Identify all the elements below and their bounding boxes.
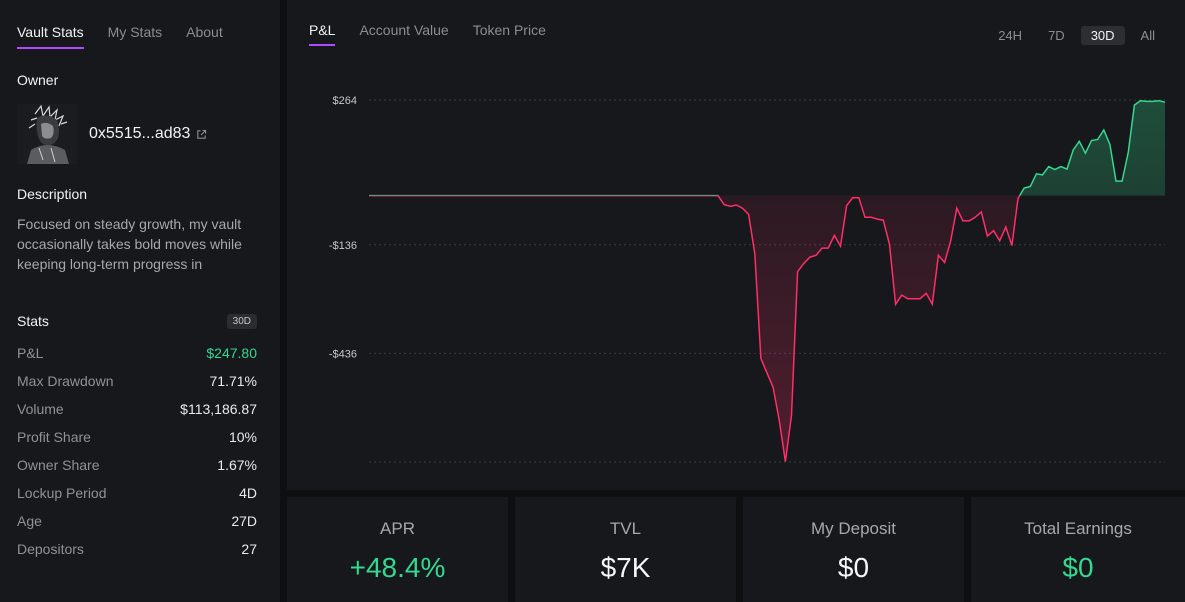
stat-value: 4D (239, 485, 257, 501)
avatar-illustration (17, 104, 77, 164)
pnl-line-negative (369, 195, 1021, 462)
tab-token-price[interactable]: Token Price (472, 22, 546, 38)
owner-heading: Owner (17, 72, 59, 88)
avatar (17, 104, 77, 164)
stat-row-age: Age 27D (17, 513, 257, 529)
tab-account-value[interactable]: Account Value (359, 22, 449, 38)
description-heading: Description (17, 186, 88, 202)
external-link-icon[interactable] (196, 129, 207, 140)
total-earnings-card: Total Earnings $0 (971, 497, 1185, 602)
stat-row-max-drawdown: Max Drawdown 71.71% (17, 373, 257, 389)
description-text: Focused on steady growth, my vault occas… (17, 216, 242, 272)
negative-area (369, 195, 1165, 462)
vault-sidebar: Vault Stats My Stats About Owner 0x5515.… (0, 0, 280, 602)
stat-label: Owner Share (17, 457, 100, 473)
tvl-card: TVL $7K (515, 497, 736, 602)
stats-header: Stats 30D (17, 313, 257, 329)
stat-value: 27 (241, 541, 257, 557)
tab-pnl[interactable]: P&L (309, 22, 336, 46)
card-label: TVL (609, 519, 642, 538)
card-value: $7K (600, 552, 651, 583)
pnl-chart: $264 -$136 -$436 (329, 95, 1166, 463)
owner-address: 0x5515...ad83 (89, 125, 191, 142)
range-all[interactable]: All (1140, 28, 1155, 43)
stat-value: $113,186.87 (180, 401, 257, 417)
stat-label: Max Drawdown (17, 373, 114, 389)
range-30d[interactable]: 30D (1080, 26, 1125, 45)
my-deposit-card: My Deposit $0 (743, 497, 964, 602)
sidebar-tabs: Vault Stats My Stats About (17, 24, 247, 49)
apr-card: APR +48.4% (287, 497, 508, 602)
tab-my-stats[interactable]: My Stats (107, 24, 163, 40)
card-label: My Deposit (810, 519, 897, 538)
stat-value: 1.67% (217, 457, 257, 473)
owner-row: 0x5515...ad83 (17, 104, 207, 164)
stat-row-owner-share: Owner Share 1.67% (17, 457, 257, 473)
stat-row-pnl: P&L $247.80 (17, 345, 257, 361)
stats-heading: Stats (17, 313, 49, 329)
stat-label: Age (17, 513, 42, 529)
time-range-selector: 24H 7D 30D All (988, 26, 1165, 45)
positive-area (1019, 100, 1165, 196)
stat-value: 27D (231, 513, 257, 529)
pnl-line-positive (369, 99, 1166, 196)
y-axis-ticks: $264 -$136 -$436 (329, 95, 357, 360)
chart-panel: $264 -$136 -$436 P&L Account Value Token P… (287, 0, 1185, 490)
card-label: Total Earnings (1024, 519, 1132, 538)
tab-about[interactable]: About (186, 24, 223, 40)
stat-value: 71.71% (209, 373, 257, 389)
range-24h[interactable]: 24H (998, 28, 1023, 43)
range-7d[interactable]: 7D (1048, 28, 1065, 43)
stat-label: Profit Share (17, 429, 91, 445)
stat-label: Lockup Period (17, 485, 107, 501)
y-tick-label: -$136 (329, 240, 357, 252)
stat-row-profit-share: Profit Share 10% (17, 429, 257, 445)
owner-address-link[interactable]: 0x5515...ad83 (89, 125, 207, 143)
stat-value: $247.80 (206, 345, 257, 361)
stat-label: Depositors (17, 541, 84, 557)
stat-label: Volume (17, 401, 64, 417)
stat-label: P&L (17, 345, 44, 361)
y-tick-label: -$436 (329, 348, 357, 360)
card-value: $0 (837, 552, 870, 583)
y-tick-label: $264 (333, 95, 357, 107)
card-value: +48.4% (349, 552, 446, 583)
card-label: APR (380, 519, 415, 538)
tab-vault-stats[interactable]: Vault Stats (17, 24, 84, 49)
stats-period-badge: 30D (226, 313, 257, 329)
stat-row-volume: Volume $113,186.87 (17, 401, 257, 417)
stat-row-lockup-period: Lockup Period 4D (17, 485, 257, 501)
chart-tabs: P&L Account Value Token Price (309, 22, 570, 46)
card-value: $0 (1062, 552, 1094, 583)
stat-row-depositors: Depositors 27 (17, 541, 257, 557)
stat-value: 10% (228, 429, 257, 445)
